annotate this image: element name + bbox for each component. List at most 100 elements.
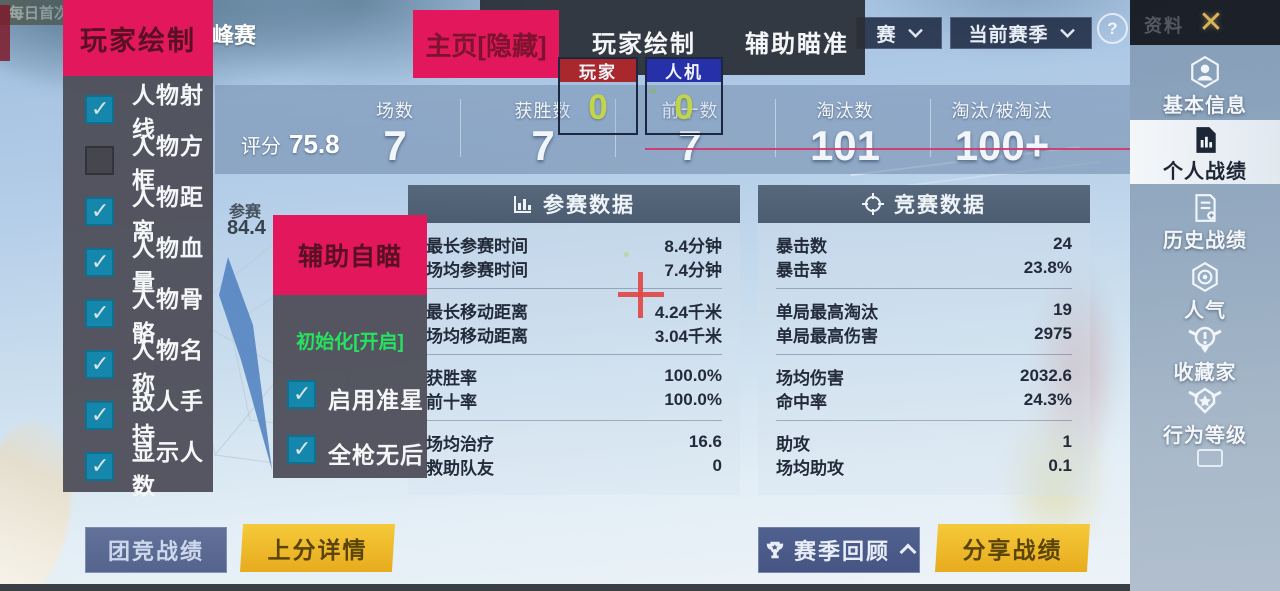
radar-axis-value: 84.4 [227,217,266,239]
checkbox[interactable] [85,248,114,277]
chevron-down-icon [907,23,923,38]
esp-option-ray[interactable]: 人物射线 [63,82,213,142]
esp-menu-header[interactable]: 玩家绘制 [63,0,213,76]
row-value: 7.4分钟 [664,260,722,280]
stat-label: 淘汰数 [816,101,874,121]
share-stats-button[interactable]: 分享战绩 [935,524,1090,572]
esp-option-box[interactable]: 人物方框 [63,133,213,193]
sidebar-item-popularity[interactable]: 人气 [1130,260,1280,322]
checkbox-label: 全枪无后 [328,442,424,468]
esp-option-player-count[interactable]: 显示人数 [63,439,213,499]
score-value: 75.8 [289,129,340,159]
checkbox[interactable] [287,380,316,409]
row-label: 单局最高伤害 [776,326,878,346]
mode-dropdown[interactable]: 赛 [856,17,942,49]
stat-matches: 场数 7 [320,85,470,168]
rank-detail-button[interactable]: 上分详情 [240,524,395,572]
checkbox[interactable] [85,95,114,124]
divider [775,99,776,157]
checkbox-label: 人物血量 [132,234,204,295]
home-hide-button[interactable]: 主页[隐藏] [413,10,559,78]
season-dropdown[interactable]: 当前赛季 [950,17,1092,49]
row-value: 0.1 [1048,456,1072,475]
checkbox[interactable] [85,401,114,430]
stat-label: 获胜数 [514,101,572,121]
page-title-fragment: 峰赛 [212,23,257,48]
checkbox-label: 人物距离 [132,183,204,244]
panel-header: 参赛数据 [408,185,740,223]
sidebar-item-collector[interactable]: 收藏家 [1130,322,1280,384]
score-label: 评分 [241,136,281,158]
checkbox-label: 敌人手持 [132,387,204,448]
target-icon [862,193,884,215]
checkbox[interactable] [85,146,114,175]
row-label: 前十率 [426,392,477,412]
team-stats-button[interactable]: 团竞战绩 [85,527,227,573]
checkbox[interactable] [287,435,316,464]
row-label: 获胜率 [426,368,477,388]
conduct-icon [1130,385,1280,419]
row-label: 助攻 [776,434,810,454]
participation-data-panel: 参赛数据 最长参赛时间 8.4分钟 场均参赛时间 7.4分钟 最长移动距离 4.24千… [408,185,740,495]
divider [426,420,722,421]
divider [426,354,722,355]
aim-option-no-recoil[interactable]: 全枪无后 [273,435,427,468]
stats-summary-bar: 评分 75.8 场数 7 获胜数 7 前十数 7 淘汰数 101 淘汰/被淘汰 1… [215,85,1130,174]
checkbox-label: 启用准星 [328,387,424,413]
tab-aim-assist[interactable]: 辅助瞄准 [745,31,849,58]
season-review-label: 赛季回顾 [793,539,890,564]
sidebar-item-label: 收藏家 [1173,362,1237,384]
checkbox[interactable] [85,350,114,379]
row-value: 4.24千米 [654,302,722,322]
season-review-button[interactable]: 赛季回顾 [758,527,920,573]
score: 评分 75.8 [241,129,340,160]
overlay-red-line [645,148,1130,150]
help-icon[interactable]: ? [1097,13,1128,44]
crosshair-icon [638,272,643,318]
esp-option-distance[interactable]: 人物距离 [63,184,213,244]
history-icon [1130,192,1280,224]
esp-option-health[interactable]: 人物血量 [63,235,213,295]
row-value: 3.04千米 [654,326,722,346]
row-label: 场均治疗 [426,434,494,454]
row-value: 1 [1062,432,1072,451]
checkbox[interactable] [85,299,114,328]
checkbox[interactable] [85,452,114,481]
radar-axis-label: 参赛 [229,204,262,221]
popularity-icon [1130,260,1280,294]
sidebar-item-personal-stats[interactable]: 个人战绩 [1130,120,1280,184]
sidebar-item-label: 行为等级 [1163,425,1247,447]
sidebar-item-basic-info[interactable]: 基本信息 [1130,55,1280,117]
checkbox-label: 人物方框 [132,132,204,193]
divider [615,99,616,157]
bottom-edge-bar [0,584,1130,591]
id-card-icon[interactable] [1197,449,1223,467]
esp-menu-title: 玩家绘制 [80,25,196,56]
row-label: 场均参赛时间 [426,260,528,280]
aim-init-status[interactable]: 初始化[开启] [296,332,404,353]
stat-kd: 淘汰/被淘汰 100+ [927,85,1077,168]
row-value: 100.0% [664,366,722,385]
trophy-icon [766,541,784,559]
aim-menu-header[interactable]: 辅助自瞄 [273,215,427,295]
tab-player-draw[interactable]: 玩家绘制 [592,31,696,58]
esp-option-name[interactable]: 人物名称 [63,337,213,397]
sidebar-item-conduct-level[interactable]: 行为等级 [1130,385,1280,447]
divider [460,99,461,157]
row-label: 暴击率 [776,260,827,280]
esp-option-weapon[interactable]: 敌人手持 [63,388,213,448]
aim-option-crosshair[interactable]: 启用准星 [273,380,427,413]
sidebar-item-label: 历史战绩 [1163,230,1247,252]
collector-icon [1130,322,1280,356]
close-icon[interactable]: ✕ [1198,5,1224,39]
esp-option-skeleton[interactable]: 人物骨骼 [63,286,213,346]
checkbox[interactable] [85,197,114,226]
sidebar-item-label: 基本信息 [1163,95,1247,117]
row-label: 救助队友 [426,458,494,478]
sidebar-title: 资料 [1144,16,1184,36]
sidebar-item-history-stats[interactable]: 历史战绩 [1130,192,1280,252]
divider [930,99,931,157]
stat-value: 7 [531,122,555,169]
player-counter-value: 0 [588,87,608,127]
row-label: 命中率 [776,392,827,412]
